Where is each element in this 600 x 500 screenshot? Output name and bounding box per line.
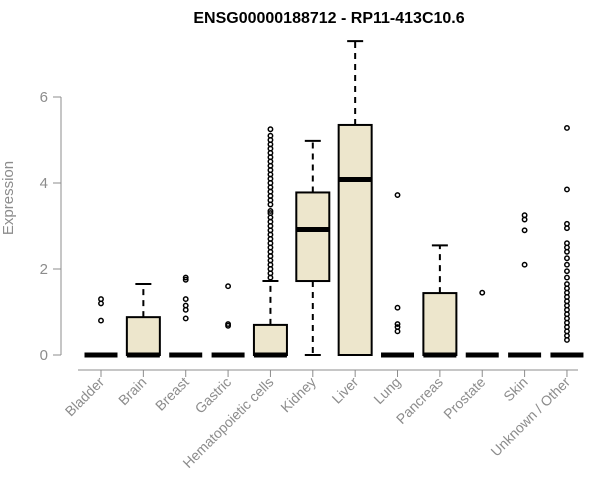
outlier-point: [182, 276, 189, 283]
outlier-point: [521, 212, 528, 219]
x-tick-label: Bladder: [62, 374, 108, 420]
box-brain: [125, 283, 161, 358]
box-bladder: [84, 296, 118, 358]
outlier-point: [521, 261, 528, 268]
box-skin: [508, 212, 542, 358]
x-tick-label: Unknown / Other: [487, 374, 573, 460]
x-tick-label: Lung: [370, 374, 403, 407]
y-axis-ticks: 0 2 4 6: [40, 89, 61, 364]
outlier-point: [564, 261, 570, 268]
x-tick-label: Kidney: [277, 374, 319, 416]
box-iqr: [295, 191, 331, 283]
box-liver: [337, 40, 373, 356]
outlier-point: [267, 210, 274, 217]
box-iqr: [125, 316, 161, 357]
y-tick-label: 0: [40, 347, 48, 364]
box-breast: [169, 274, 203, 358]
box-iqr: [422, 292, 458, 356]
x-tick-label: Liver: [329, 374, 362, 407]
x-tick-label: Brain: [115, 374, 149, 408]
outlier-point: [564, 240, 570, 247]
box-prostate: [465, 289, 499, 358]
outlier-point: [479, 289, 486, 296]
y-axis-label: Expression: [0, 161, 17, 235]
box-unknown-other: [550, 125, 584, 358]
outlier-point: [564, 281, 570, 287]
outlier-point: [521, 227, 528, 234]
box-iqr: [252, 323, 288, 356]
y-tick-label: 6: [40, 89, 48, 106]
box-iqr: [337, 123, 373, 356]
x-tick-label: Breast: [152, 374, 192, 414]
x-tick-label: Pancreas: [393, 374, 446, 427]
chart-title: ENSG00000188712 - RP11-413C10.6: [193, 10, 464, 27]
outlier-point: [564, 220, 570, 227]
outlier-point: [267, 208, 274, 214]
outlier-point: [564, 125, 570, 131]
x-tick-label: Prostate: [440, 374, 488, 422]
outlier-point: [267, 126, 274, 133]
y-tick-label: 4: [40, 175, 48, 192]
outlier-point: [225, 283, 232, 290]
outlier-point: [267, 132, 274, 139]
x-tick-label: Skin: [500, 374, 531, 405]
box-pancreas: [422, 244, 458, 358]
outlier-point: [98, 296, 104, 303]
box-kidney: [295, 139, 331, 356]
outlier-point: [394, 324, 401, 330]
outlier-point: [182, 296, 189, 303]
outlier-point: [394, 321, 401, 327]
box-gastric: [211, 283, 245, 358]
outlier-point: [394, 304, 401, 311]
box-hematopoietic-cells: [252, 126, 288, 358]
outlier-point: [564, 274, 570, 281]
outlier-point: [182, 274, 189, 281]
plot-area: [84, 40, 584, 358]
outlier-point: [182, 315, 189, 322]
outlier-point: [182, 302, 189, 309]
outlier-point: [394, 192, 401, 198]
outlier-point: [225, 321, 232, 327]
outlier-point: [98, 317, 104, 324]
box-lung: [381, 192, 415, 358]
outlier-point: [564, 255, 570, 262]
y-tick-label: 2: [40, 261, 48, 278]
outlier-point: [564, 268, 570, 275]
outlier-point: [564, 186, 570, 193]
